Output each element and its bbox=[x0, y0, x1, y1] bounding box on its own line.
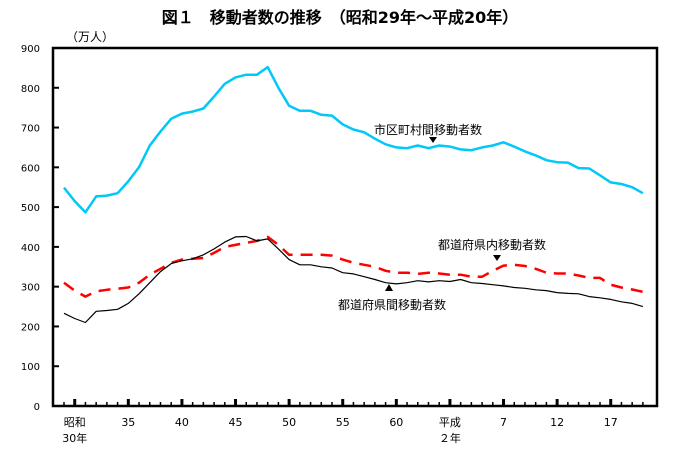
y-tick-label: 0 bbox=[34, 402, 40, 413]
x-tick-label: 17 bbox=[604, 416, 618, 429]
annotation-municipal: 市区町村間移動者数 bbox=[374, 123, 483, 137]
x-tick-label-line2: ２年 bbox=[439, 431, 461, 445]
annotation-inter-prefecture: 都道府県間移動者数 bbox=[338, 298, 447, 312]
x-tick-label: 55 bbox=[336, 416, 350, 429]
x-tick-label: 45 bbox=[229, 416, 243, 429]
y-tick-label: 100 bbox=[21, 362, 40, 373]
y-tick-label: 900 bbox=[21, 44, 40, 55]
x-tick-label: 12 bbox=[550, 416, 564, 429]
marker-down-municipal bbox=[429, 137, 437, 143]
x-tick-label: 40 bbox=[175, 416, 189, 429]
series-line-intra-prefecture bbox=[63, 235, 644, 298]
series-line-municipal bbox=[63, 65, 644, 214]
y-tick-label: 300 bbox=[21, 283, 40, 294]
y-tick-label: 700 bbox=[21, 124, 40, 135]
x-tick-label: 平成 bbox=[439, 416, 461, 429]
y-tick-label: 500 bbox=[21, 203, 40, 214]
x-tick-label: 7 bbox=[500, 416, 507, 429]
chart-title: 図１ 移動者数の推移 （昭和29年～平成20年） bbox=[161, 8, 519, 27]
plot-frame bbox=[51, 46, 659, 408]
series-line-inter-prefecture bbox=[63, 235, 644, 324]
annotation-intra-prefecture: 都道府県内移動者数 bbox=[438, 238, 547, 252]
x-tick-label: 60 bbox=[389, 416, 403, 429]
y-tick-label: 800 bbox=[21, 84, 40, 95]
y-tick-label: 200 bbox=[21, 322, 40, 333]
marker-up-inter-prefecture bbox=[385, 284, 393, 291]
x-tick-label-line2: 30年 bbox=[62, 431, 87, 445]
y-tick-label: 600 bbox=[21, 163, 40, 174]
y-tick-label: 400 bbox=[21, 243, 40, 254]
marker-down-intra-prefecture bbox=[493, 255, 501, 261]
x-tick-label: 35 bbox=[121, 416, 135, 429]
x-tick-label: 昭和 bbox=[64, 416, 86, 429]
y-axis-unit-label: （万人） bbox=[66, 30, 115, 44]
x-tick-label: 50 bbox=[282, 416, 296, 429]
